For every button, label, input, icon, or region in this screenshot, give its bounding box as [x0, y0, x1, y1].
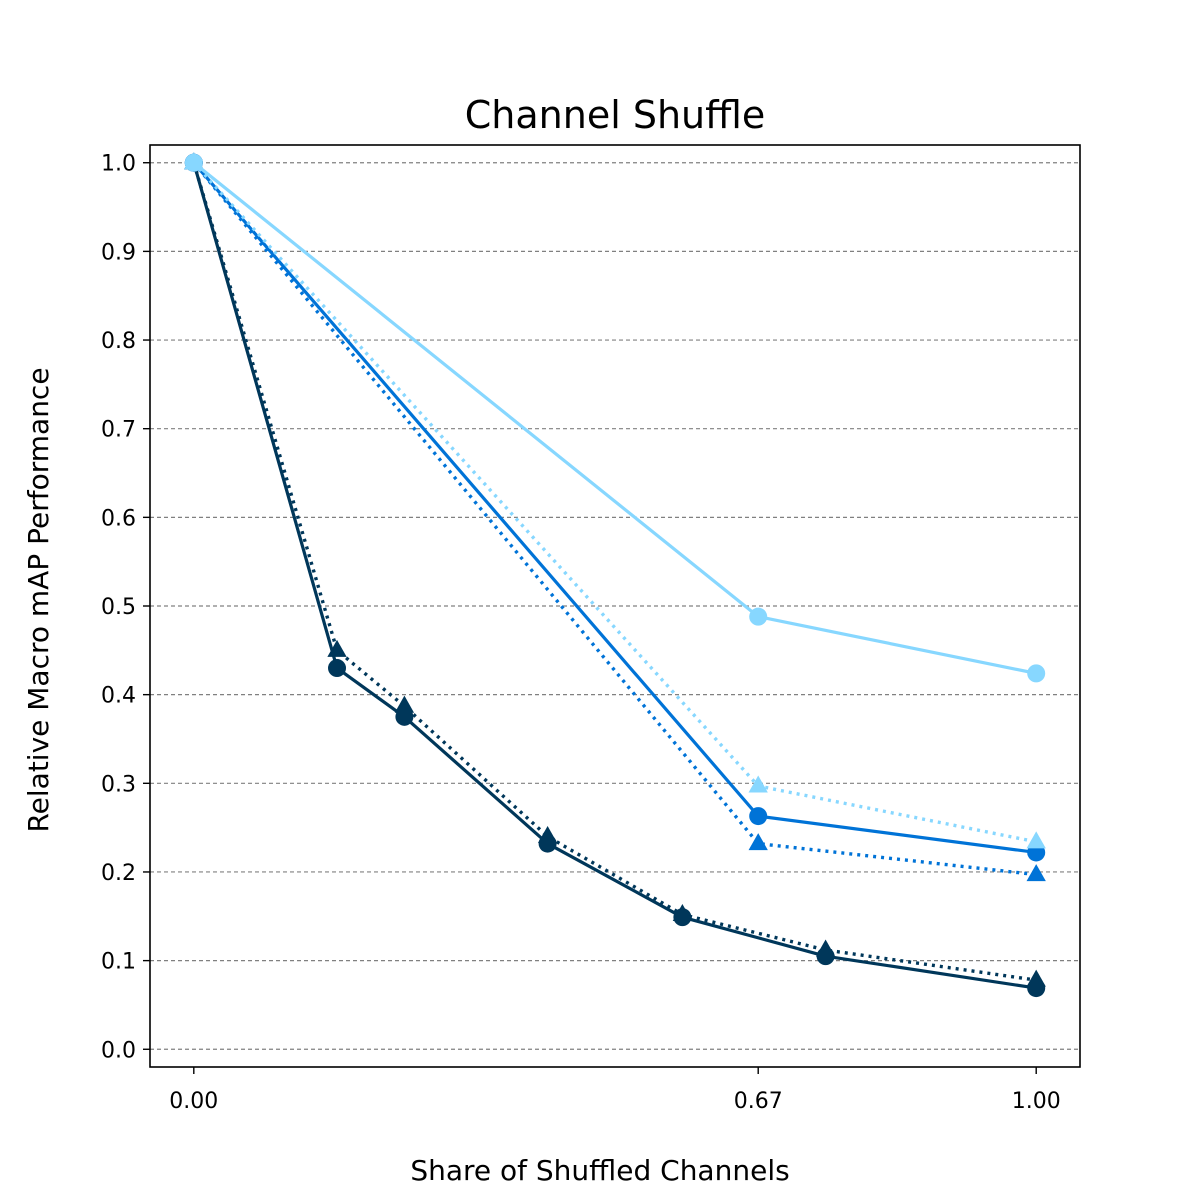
data-point — [538, 834, 557, 853]
data-point — [748, 775, 768, 793]
data-point — [1026, 831, 1046, 849]
series-6 — [184, 153, 1046, 683]
y-tick-label: 0.2 — [101, 861, 136, 886]
y-tick-label: 0.1 — [101, 950, 136, 975]
data-point — [816, 947, 835, 966]
chart-title: Channel Shuffle — [465, 93, 766, 137]
series-layer — [184, 152, 1046, 998]
data-point — [1027, 979, 1046, 998]
data-point — [673, 908, 692, 927]
y-tick-label: 0.0 — [101, 1038, 136, 1063]
y-tick-label: 0.3 — [101, 772, 136, 797]
data-point — [394, 695, 415, 713]
data-point — [395, 707, 414, 726]
y-tick-label: 0.6 — [101, 506, 136, 531]
y-tick-label: 1.0 — [101, 152, 136, 177]
x-tick-label: 0.00 — [169, 1089, 218, 1114]
data-point — [749, 807, 768, 826]
y-tick-label: 0.5 — [101, 595, 136, 620]
data-point — [749, 607, 768, 626]
data-point — [328, 659, 347, 678]
data-point — [184, 153, 203, 172]
data-point — [1027, 664, 1046, 683]
y-tick-label: 0.7 — [101, 418, 136, 443]
data-point — [748, 833, 768, 851]
x-tick-label: 1.00 — [1012, 1089, 1061, 1114]
y-axis-label: Relative Macro mAP Performance — [22, 367, 55, 832]
x-axis-label: Share of Shuffled Channels — [410, 1154, 789, 1187]
y-tick-label: 0.4 — [101, 684, 136, 709]
y-tick-label: 0.8 — [101, 329, 136, 354]
y-tick-label: 0.9 — [101, 240, 136, 265]
x-tick-label: 0.67 — [734, 1089, 783, 1114]
tick-layer: 0.0 0.1 0.2 0.3 0.4 0.5 0.6 0.7 0.8 0.9 1.0 0.00 0.6… — [101, 152, 1061, 1114]
data-point — [1026, 864, 1046, 882]
